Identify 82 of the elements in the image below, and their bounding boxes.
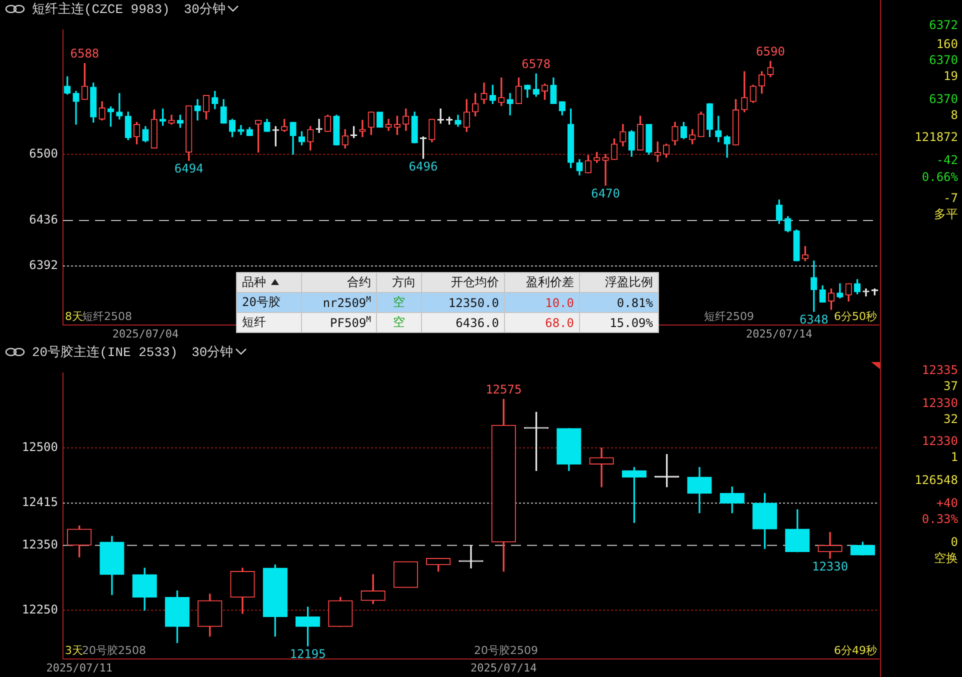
annotation: 空: [393, 295, 405, 309]
candlestick: [359, 120, 366, 138]
candlestick: [458, 545, 484, 568]
annotation: 15.09%: [610, 316, 653, 330]
text: 12335: [922, 362, 958, 378]
annotation: 空: [393, 315, 405, 329]
text: 空换: [934, 550, 958, 566]
text: +40: [936, 495, 958, 511]
y-tick-label: 12415: [22, 495, 58, 510]
annotation: nr2509$^{M}$: [322, 295, 371, 310]
text: 12330: [922, 433, 958, 449]
text: 6370: [929, 52, 958, 68]
annotation: 方向: [392, 275, 416, 289]
y-tick-label: 12500: [22, 440, 58, 454]
text: 0: [950, 534, 958, 550]
annotation: 6578: [522, 56, 551, 71]
annotation: 6分49秒: [834, 644, 877, 657]
x-tick-label: 2025/07/11: [46, 661, 112, 674]
text: 1: [950, 449, 958, 465]
annotation: 8天: [65, 310, 83, 323]
candlestick: [194, 99, 201, 121]
text: 12330: [922, 395, 958, 411]
text: 0.33%: [922, 511, 958, 527]
text: 126548: [914, 472, 958, 488]
candlestick: [376, 112, 384, 128]
annotation: 3天: [65, 644, 83, 657]
chart-subtitle: 30分钟: [184, 1, 226, 18]
candlestick: [506, 92, 514, 116]
y-tick-label: 6500: [29, 146, 58, 160]
annotation: 浮盈比例: [605, 275, 653, 289]
annotation: 12350.0: [448, 296, 499, 310]
text: 0.66%: [922, 169, 958, 185]
annotation: 12330: [812, 559, 848, 574]
text: 8: [950, 107, 958, 123]
x-tick-label: 2025/07/04: [112, 327, 179, 340]
annotation: PF509$^{M}$: [330, 315, 371, 330]
annotation: 68.0: [545, 316, 574, 330]
candlestick: [393, 561, 418, 588]
text: 121872: [914, 129, 958, 145]
annotation: 6496: [408, 160, 438, 174]
text: 160: [936, 36, 958, 52]
text: 多平: [934, 206, 958, 222]
annotation: 6494: [174, 162, 204, 176]
annotation: 20号胶2508: [82, 644, 146, 657]
annotation: 短纤2509: [704, 310, 754, 323]
text: 32: [944, 411, 958, 427]
text: -7: [944, 190, 958, 206]
annotation: 品种: [242, 275, 266, 289]
annotation: 6分50秒: [834, 310, 877, 323]
text: 19: [944, 68, 958, 84]
annotation: 6470: [591, 186, 620, 200]
annotation: 开仓均价: [451, 275, 499, 289]
y-tick-label: 12350: [22, 537, 58, 552]
annotation: 6588: [70, 46, 100, 60]
text: 6372: [929, 17, 958, 33]
annotation: 0.81%: [616, 296, 653, 310]
annotation: 20号胶2509: [474, 644, 538, 657]
annotation: 6348: [799, 312, 828, 327]
y-tick-label: 6436: [29, 212, 58, 227]
annotation: 12195: [290, 647, 326, 662]
annotation: 合约: [347, 275, 371, 289]
annotation: 盈利价差: [526, 275, 574, 289]
x-tick-label: 2025/07/14: [470, 661, 538, 674]
x-tick-label: 2025/07/14: [746, 327, 813, 340]
y-tick-label: 6392: [29, 258, 58, 272]
text: -42: [936, 152, 958, 168]
annotation: 10.0: [545, 296, 574, 310]
annotation: 12575: [486, 382, 522, 396]
candlestick: [589, 448, 614, 488]
annotation: 20号胶: [242, 295, 280, 309]
text: 37: [944, 378, 958, 394]
annotation: 6590: [756, 44, 785, 58]
candlestick: [602, 154, 609, 186]
chart-subtitle: 30分钟: [192, 344, 234, 361]
y-tick-label: 12250: [22, 602, 58, 616]
chart-title: 短纤主连(CZCE 9983): [32, 1, 170, 18]
annotation: 6436.0: [456, 316, 499, 330]
chart-title: 20号胶主连(INE 2533): [32, 344, 178, 361]
annotation: 短纤: [242, 315, 266, 329]
annotation: 短纤2508: [82, 310, 132, 323]
candlestick: [116, 92, 123, 120]
text: 6370: [929, 91, 958, 107]
